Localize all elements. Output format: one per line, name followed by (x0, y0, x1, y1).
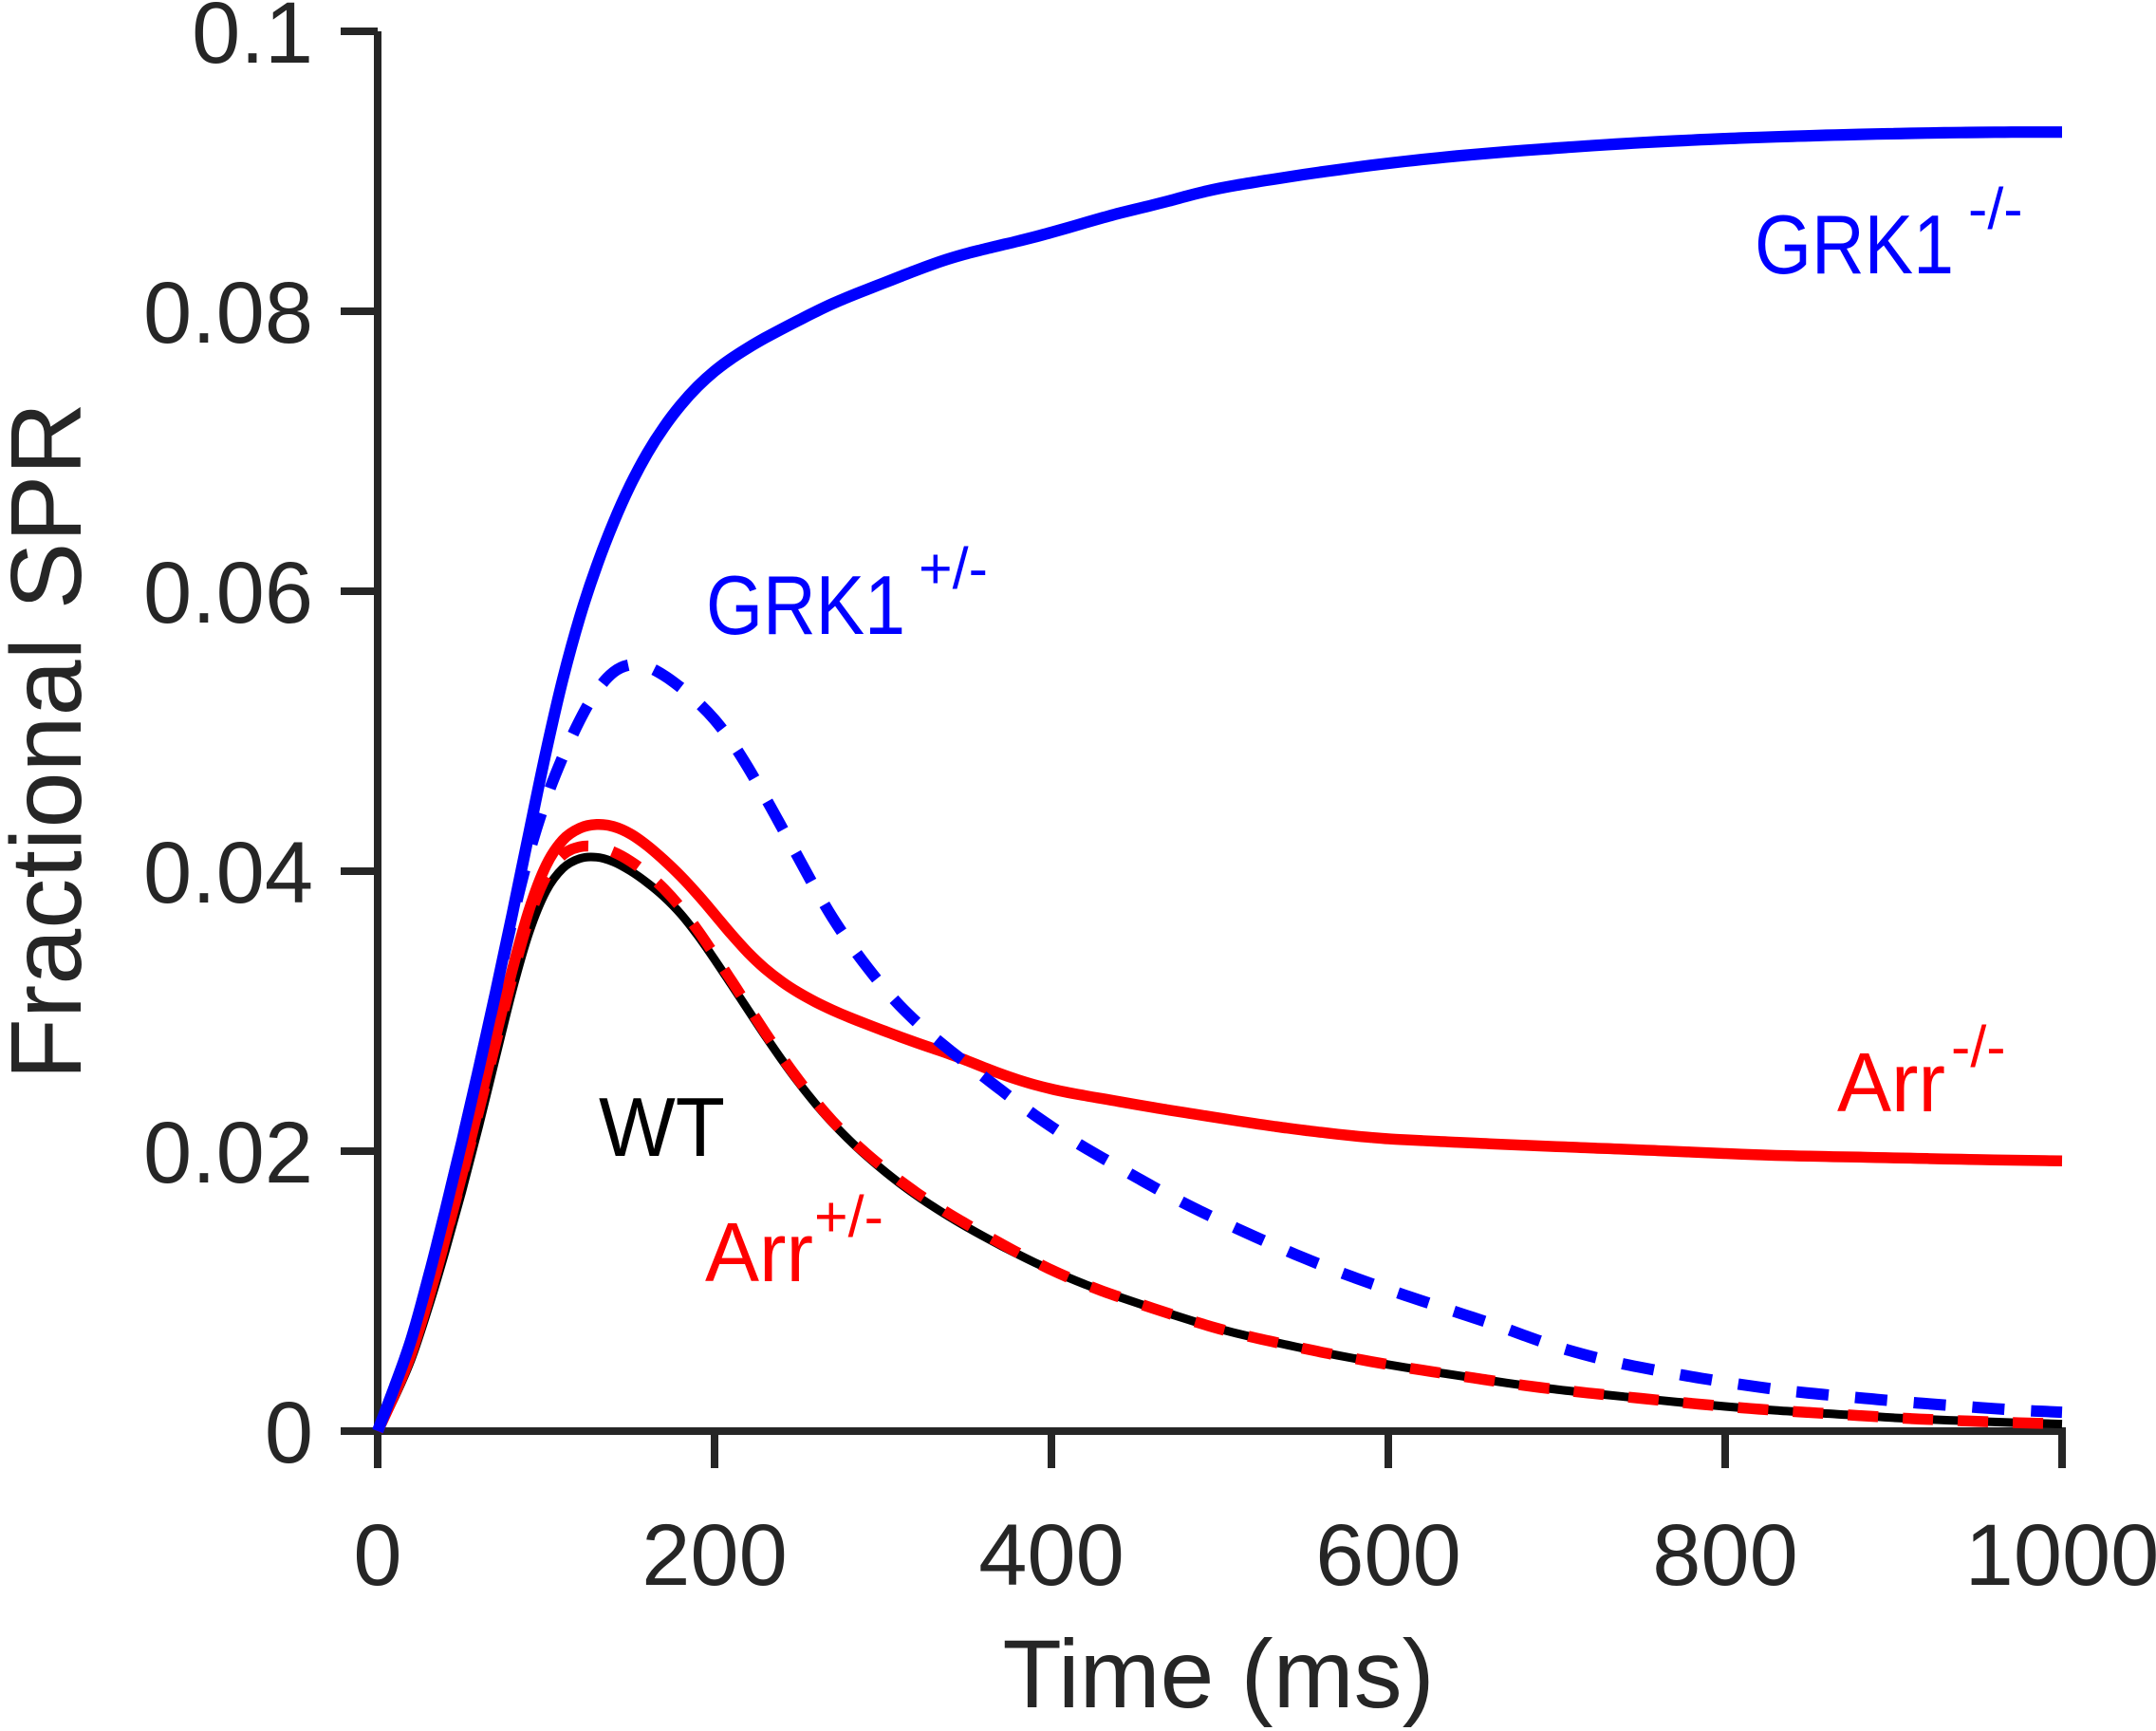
svg-text:0.04: 0.04 (143, 825, 313, 921)
svg-text:-/-: -/- (1951, 1014, 2006, 1079)
svg-text:Fractional SPR: Fractional SPR (0, 402, 102, 1080)
svg-text:GRK1: GRK1 (1755, 197, 1954, 291)
svg-text:800: 800 (1652, 1507, 1798, 1604)
svg-text:-/-: -/- (1968, 177, 2023, 241)
svg-text:Arr: Arr (1837, 1035, 1945, 1129)
svg-text:1000: 1000 (1965, 1507, 2156, 1604)
svg-text:GRK1: GRK1 (706, 558, 905, 652)
svg-text:0.1: 0.1 (192, 0, 313, 82)
svg-text:Time (ms): Time (ms) (1002, 1620, 1434, 1728)
svg-text:400: 400 (978, 1507, 1124, 1604)
svg-text:0.02: 0.02 (143, 1105, 313, 1201)
svg-text:200: 200 (641, 1507, 788, 1604)
svg-text:0.08: 0.08 (143, 265, 313, 362)
svg-text:WT: WT (599, 1080, 725, 1174)
svg-text:+/-: +/- (814, 1184, 883, 1249)
svg-text:+/-: +/- (919, 536, 988, 601)
svg-text:600: 600 (1315, 1507, 1461, 1604)
svg-text:0: 0 (265, 1385, 313, 1481)
svg-text:Arr: Arr (705, 1205, 813, 1299)
svg-text:0.06: 0.06 (143, 545, 313, 642)
svg-text:0: 0 (353, 1507, 401, 1604)
